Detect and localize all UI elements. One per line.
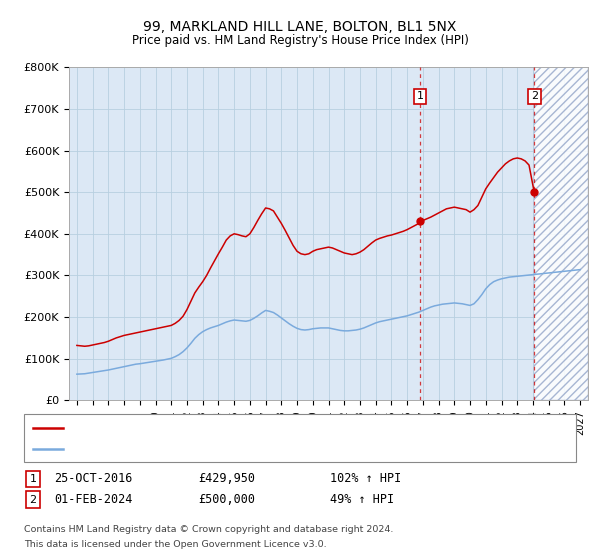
- Text: 99, MARKLAND HILL LANE, BOLTON, BL1 5NX (detached house): 99, MARKLAND HILL LANE, BOLTON, BL1 5NX …: [69, 423, 398, 433]
- Text: Price paid vs. HM Land Registry's House Price Index (HPI): Price paid vs. HM Land Registry's House …: [131, 34, 469, 46]
- Text: 1: 1: [416, 91, 424, 101]
- Text: 1: 1: [29, 474, 37, 484]
- Text: Contains HM Land Registry data © Crown copyright and database right 2024.: Contains HM Land Registry data © Crown c…: [24, 525, 394, 534]
- Text: 99, MARKLAND HILL LANE, BOLTON, BL1 5NX: 99, MARKLAND HILL LANE, BOLTON, BL1 5NX: [143, 20, 457, 34]
- Text: 2: 2: [29, 494, 37, 505]
- Text: £500,000: £500,000: [198, 493, 255, 506]
- Text: 01-FEB-2024: 01-FEB-2024: [54, 493, 133, 506]
- Text: This data is licensed under the Open Government Licence v3.0.: This data is licensed under the Open Gov…: [24, 540, 326, 549]
- Text: £429,950: £429,950: [198, 472, 255, 486]
- Text: HPI: Average price, detached house, Bolton: HPI: Average price, detached house, Bolt…: [69, 444, 296, 454]
- Text: 102% ↑ HPI: 102% ↑ HPI: [330, 472, 401, 486]
- Text: 2: 2: [530, 91, 538, 101]
- Text: 25-OCT-2016: 25-OCT-2016: [54, 472, 133, 486]
- Bar: [534, 67, 588, 400]
- Text: 49% ↑ HPI: 49% ↑ HPI: [330, 493, 394, 506]
